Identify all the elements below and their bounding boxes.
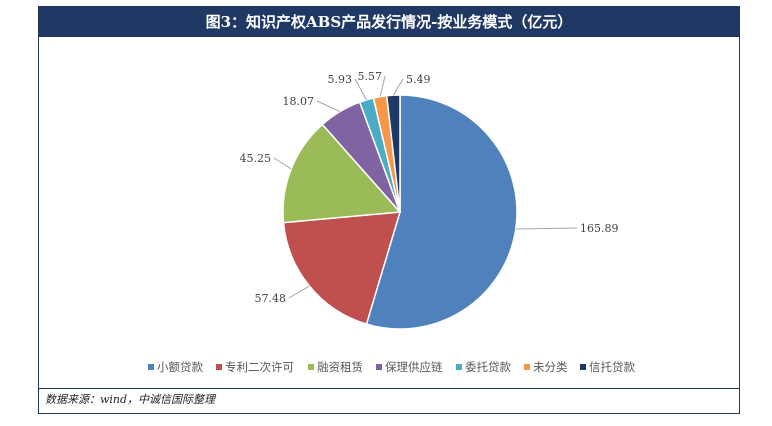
legend-swatch bbox=[148, 364, 154, 370]
leader-line-2 bbox=[288, 285, 310, 299]
legend-item-3: 融资租赁 bbox=[308, 360, 363, 374]
data-label-1: 165.89 bbox=[580, 222, 619, 235]
data-label-4: 18.07 bbox=[283, 95, 315, 108]
legend-label: 保理供应链 bbox=[385, 360, 443, 374]
legend-swatch bbox=[216, 364, 222, 370]
data-label-7: 5.49 bbox=[406, 73, 431, 86]
legend-swatch bbox=[524, 364, 530, 370]
legend-label: 小额贷款 bbox=[157, 360, 203, 374]
data-label-3: 45.25 bbox=[240, 152, 272, 165]
legend-swatch bbox=[376, 364, 382, 370]
data-label-6: 5.57 bbox=[358, 70, 383, 83]
legend-swatch bbox=[580, 364, 586, 370]
legend-item-7: 信托贷款 bbox=[580, 360, 635, 374]
legend-item-4: 保理供应链 bbox=[376, 360, 443, 374]
legend-item-6: 未分类 bbox=[524, 360, 568, 374]
pie-slice-1 bbox=[365, 94, 518, 330]
legend-swatch bbox=[456, 364, 462, 370]
leader-line-7 bbox=[392, 78, 404, 96]
chart-frame: 图3：知识产权ABS产品发行情况-按业务模式（亿元） 165.89 57.48 45… bbox=[38, 6, 740, 414]
chart-title: 图3：知识产权ABS产品发行情况-按业务模式（亿元） bbox=[39, 7, 739, 37]
legend-swatch bbox=[308, 364, 314, 370]
pie-chart: 165.89 57.48 45.25 18.07 5.93 5.57 5.49 小额贷款 专利二… bbox=[148, 70, 635, 374]
leader-line-6 bbox=[379, 75, 386, 97]
source-divider bbox=[39, 388, 739, 389]
legend-label: 融资租赁 bbox=[317, 360, 363, 374]
legend-item-5: 委托贷款 bbox=[456, 360, 511, 374]
legend-item-1: 小额贷款 bbox=[148, 360, 203, 374]
data-label-2: 57.48 bbox=[255, 292, 287, 305]
source-note: 数据来源：wind，中诚信国际整理 bbox=[45, 393, 216, 406]
pie-chart-area: 165.89 57.48 45.25 18.07 5.93 5.57 5.49 小额贷款 专利二… bbox=[39, 37, 739, 389]
leader-line-4 bbox=[316, 100, 341, 113]
legend-label: 委托贷款 bbox=[465, 360, 511, 374]
leader-line-1 bbox=[515, 227, 578, 230]
legend-label: 未分类 bbox=[533, 360, 568, 374]
leader-line-3 bbox=[273, 157, 292, 170]
pie-slice-3 bbox=[282, 123, 402, 224]
data-label-5: 5.93 bbox=[328, 73, 353, 86]
legend-label: 信托贷款 bbox=[589, 360, 635, 374]
legend-label: 专利二次许可 bbox=[225, 360, 294, 374]
legend-item-2: 专利二次许可 bbox=[216, 360, 294, 374]
leader-line-5 bbox=[354, 78, 367, 101]
